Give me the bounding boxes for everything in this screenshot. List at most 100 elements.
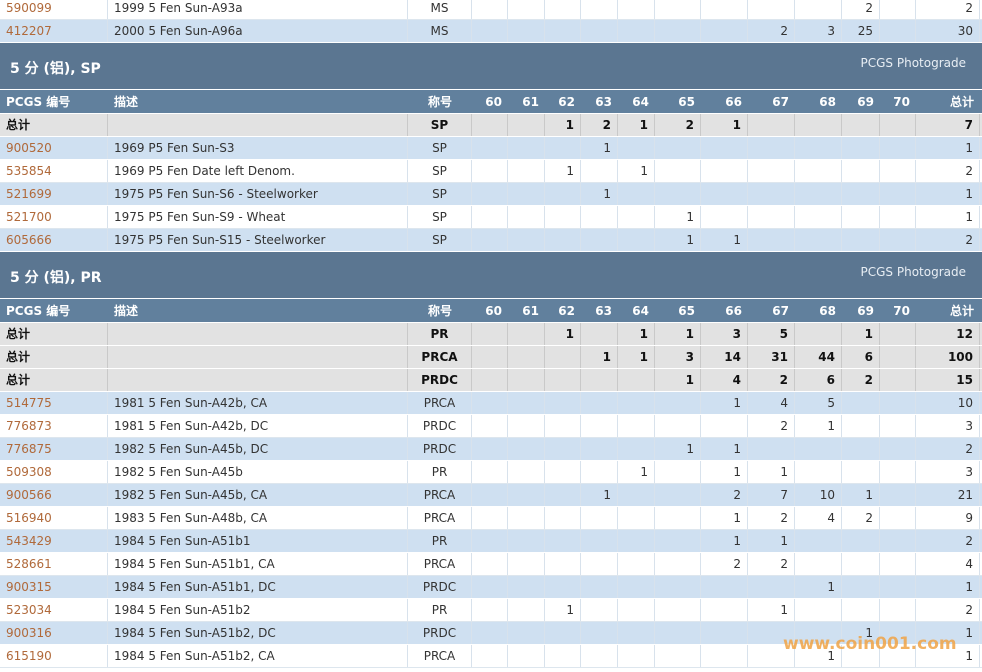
pcgs-number[interactable]: 776875: [0, 438, 108, 460]
grade-count: [655, 137, 701, 159]
row-total: 1: [916, 645, 980, 667]
grade-count: [795, 438, 842, 460]
grade-count: 1: [842, 484, 880, 506]
row-total: 21: [916, 484, 980, 506]
row-total: 2: [916, 599, 980, 621]
photograde-link[interactable]: PCGS Photograde: [860, 56, 966, 70]
grade-count: [880, 160, 916, 182]
pcgs-number[interactable]: 412207: [0, 20, 108, 42]
grade-designation: SP: [408, 206, 472, 228]
description: 1984 5 Fen Sun-A51b2: [108, 599, 408, 621]
table-row: 543429 1984 5 Fen Sun-A51b1 PR 1 1 2: [0, 530, 982, 553]
pcgs-number[interactable]: 776873: [0, 415, 108, 437]
grade-count: [655, 576, 701, 598]
grade-count: [748, 160, 795, 182]
grade-designation: PRCA: [408, 392, 472, 414]
grade-count: [701, 622, 748, 644]
description: 2000 5 Fen Sun-A96a: [108, 20, 408, 42]
grade-count: [472, 415, 508, 437]
row-total: 1: [916, 206, 980, 228]
pcgs-number[interactable]: 900520: [0, 137, 108, 159]
grade-count: [842, 183, 880, 205]
grade-count: [618, 229, 655, 251]
column-header: 70: [893, 304, 910, 318]
grade-count: [880, 530, 916, 552]
pcgs-number[interactable]: 528661: [0, 553, 108, 575]
grade-count: 1: [655, 438, 701, 460]
grade-count: [581, 599, 618, 621]
grade-designation: PRDC: [408, 415, 472, 437]
grade-count: [472, 645, 508, 667]
grade-designation: PRDC: [408, 438, 472, 460]
grade-count: [842, 645, 880, 667]
pcgs-number[interactable]: 516940: [0, 507, 108, 529]
grade-count: [655, 553, 701, 575]
grade-count: [508, 0, 545, 19]
pcgs-number[interactable]: 521699: [0, 183, 108, 205]
description: 1975 P5 Fen Sun-S9 - Wheat: [108, 206, 408, 228]
description: 1984 5 Fen Sun-A51b1, DC: [108, 576, 408, 598]
grade-count: [581, 323, 618, 345]
grade-count: [880, 461, 916, 483]
pcgs-number[interactable]: 543429: [0, 530, 108, 552]
table-row: 776875 1982 5 Fen Sun-A45b, DC PRDC 1 1 2: [0, 438, 982, 461]
grade-count: [655, 599, 701, 621]
column-header: 总计: [949, 95, 974, 109]
column-header-row: PCGS 编号 描述 称号 60 61 62 63 64 65 66 67 68 69 70 总计: [0, 299, 982, 323]
grade-count: 3: [655, 346, 701, 368]
grade-count: [472, 599, 508, 621]
grade-count: [545, 392, 581, 414]
row-total: 12: [916, 323, 980, 345]
grade-count: [545, 461, 581, 483]
grade-count: [508, 507, 545, 529]
row-total: 1: [916, 183, 980, 205]
pcgs-number[interactable]: 900315: [0, 576, 108, 598]
grade-count: 1: [655, 323, 701, 345]
pcgs-number[interactable]: 521700: [0, 206, 108, 228]
grade-count: [880, 438, 916, 460]
pcgs-number[interactable]: 900566: [0, 484, 108, 506]
grade-designation: PRDC: [408, 369, 472, 391]
grade-count: [701, 599, 748, 621]
grade-count: [701, 206, 748, 228]
pcgs-number[interactable]: 590099: [0, 0, 108, 19]
grade-count: [748, 622, 795, 644]
row-total: 2: [916, 160, 980, 182]
table-row: 615190 1984 5 Fen Sun-A51b2, CA PRCA 1 1: [0, 645, 982, 668]
grade-count: [748, 183, 795, 205]
grade-count: [472, 576, 508, 598]
grade-count: [545, 484, 581, 506]
grade-count: [508, 114, 545, 136]
table-row: 412207 2000 5 Fen Sun-A96a MS 2 3 25 30: [0, 20, 982, 43]
description: 1984 5 Fen Sun-A51b2, CA: [108, 645, 408, 667]
pcgs-number[interactable]: 509308: [0, 461, 108, 483]
column-header: 总计: [949, 304, 974, 318]
grade-count: [748, 0, 795, 19]
grade-count: [842, 392, 880, 414]
grade-count: [508, 599, 545, 621]
grade-count: [748, 438, 795, 460]
pcgs-number[interactable]: 605666: [0, 229, 108, 251]
total-label: 总计: [0, 114, 108, 136]
row-total: 7: [916, 114, 980, 136]
grade-count: [472, 484, 508, 506]
grade-count: 1: [842, 622, 880, 644]
table-row: 523034 1984 5 Fen Sun-A51b2 PR 1 1 2: [0, 599, 982, 622]
row-total: 15: [916, 369, 980, 391]
grade-count: [701, 20, 748, 42]
pcgs-number[interactable]: 514775: [0, 392, 108, 414]
pcgs-number[interactable]: 615190: [0, 645, 108, 667]
pcgs-number[interactable]: 900316: [0, 622, 108, 644]
grade-count: 2: [748, 553, 795, 575]
photograde-link[interactable]: PCGS Photograde: [860, 265, 966, 279]
grade-count: [545, 137, 581, 159]
grade-count: 5: [748, 323, 795, 345]
description: 1984 5 Fen Sun-A51b2, DC: [108, 622, 408, 644]
grade-count: [748, 645, 795, 667]
row-total: 30: [916, 20, 980, 42]
row-total: 100: [916, 346, 980, 368]
pcgs-number[interactable]: 523034: [0, 599, 108, 621]
grade-count: 1: [618, 346, 655, 368]
grade-count: 1: [701, 392, 748, 414]
pcgs-number[interactable]: 535854: [0, 160, 108, 182]
